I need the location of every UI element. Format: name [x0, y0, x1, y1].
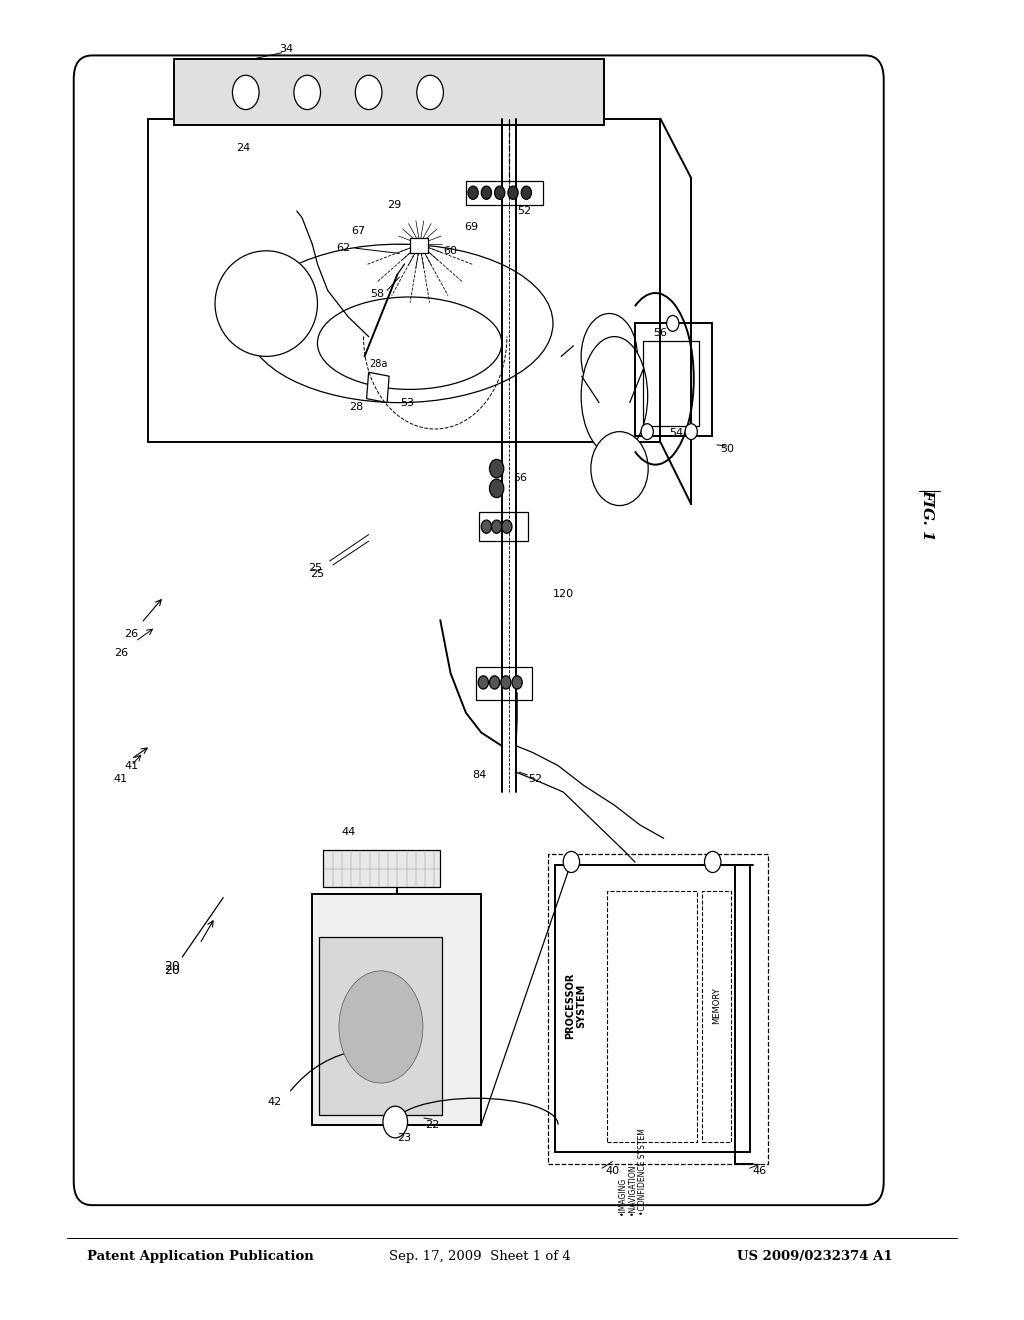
Text: 26: 26 [114, 648, 128, 659]
Circle shape [489, 459, 504, 478]
Circle shape [705, 851, 721, 873]
Ellipse shape [339, 970, 423, 1082]
Circle shape [492, 520, 502, 533]
Text: Patent Application Publication: Patent Application Publication [87, 1250, 313, 1263]
Circle shape [685, 424, 697, 440]
Ellipse shape [581, 314, 637, 400]
Text: 41: 41 [114, 774, 128, 784]
Circle shape [355, 75, 382, 110]
Bar [479, 512, 528, 541]
Text: 40: 40 [605, 1166, 620, 1176]
Circle shape [468, 186, 478, 199]
Circle shape [481, 520, 492, 533]
Circle shape [495, 186, 505, 199]
Text: 52: 52 [517, 206, 531, 216]
Bar [323, 850, 440, 887]
Bar [643, 341, 699, 426]
Text: 50: 50 [720, 444, 734, 454]
Circle shape [501, 676, 511, 689]
Circle shape [489, 676, 500, 689]
Text: 25: 25 [310, 569, 325, 579]
Text: PROCESSOR
SYSTEM: PROCESSOR SYSTEM [564, 973, 587, 1039]
Text: 46: 46 [753, 1166, 767, 1176]
Bar [635, 323, 712, 436]
Text: 58: 58 [370, 289, 384, 300]
Text: 56: 56 [653, 327, 668, 338]
Ellipse shape [317, 297, 502, 389]
Ellipse shape [246, 244, 553, 403]
Text: 84: 84 [472, 770, 486, 780]
Text: US 2009/0232374 A1: US 2009/0232374 A1 [737, 1250, 893, 1263]
Text: 67: 67 [351, 226, 366, 236]
Text: 120: 120 [553, 589, 574, 599]
Text: 26: 26 [124, 628, 138, 639]
Text: 29: 29 [387, 199, 401, 210]
Circle shape [502, 520, 512, 533]
Text: 20: 20 [164, 964, 180, 977]
Text: 20: 20 [164, 960, 180, 973]
Bar [319, 937, 442, 1115]
Circle shape [512, 676, 522, 689]
Text: 22: 22 [425, 1119, 439, 1130]
Text: 42: 42 [267, 1097, 282, 1107]
Text: 56: 56 [513, 473, 527, 483]
Circle shape [481, 186, 492, 199]
Circle shape [294, 75, 321, 110]
Circle shape [591, 432, 648, 506]
Bar [607, 891, 697, 1142]
Ellipse shape [582, 337, 647, 455]
Bar [312, 894, 481, 1125]
Text: Sep. 17, 2009  Sheet 1 of 4: Sep. 17, 2009 Sheet 1 of 4 [389, 1250, 570, 1263]
Text: 53: 53 [400, 397, 415, 408]
Bar [548, 854, 768, 1164]
Text: 28a: 28a [370, 359, 388, 370]
Circle shape [667, 315, 679, 331]
Bar [466, 181, 543, 205]
Text: MEMORY: MEMORY [713, 987, 721, 1024]
Circle shape [641, 424, 653, 440]
Text: 60: 60 [443, 246, 458, 256]
Text: 54: 54 [669, 428, 683, 438]
Bar [476, 667, 532, 700]
Polygon shape [367, 372, 389, 403]
Bar [174, 59, 604, 125]
Bar [702, 891, 731, 1142]
Circle shape [508, 186, 518, 199]
Text: FIG. 1: FIG. 1 [921, 488, 935, 541]
Text: 23: 23 [397, 1133, 412, 1143]
Text: 62: 62 [336, 243, 350, 253]
Text: 52: 52 [528, 774, 543, 784]
Text: 41: 41 [124, 760, 138, 771]
Circle shape [417, 75, 443, 110]
Text: 34: 34 [280, 44, 294, 54]
Bar [410, 238, 428, 253]
Bar [555, 865, 750, 1152]
Circle shape [563, 851, 580, 873]
Text: 69: 69 [464, 222, 478, 232]
Text: 24: 24 [237, 143, 251, 153]
Circle shape [489, 479, 504, 498]
Ellipse shape [215, 251, 317, 356]
Text: 28: 28 [349, 401, 364, 412]
Text: •IMAGING
•NAVIGATION
•CONFIDENCE SYSTEM: •IMAGING •NAVIGATION •CONFIDENCE SYSTEM [617, 1129, 647, 1216]
Text: 44: 44 [341, 826, 355, 837]
Polygon shape [148, 119, 660, 442]
Text: 25: 25 [308, 562, 323, 573]
Circle shape [521, 186, 531, 199]
Circle shape [383, 1106, 408, 1138]
Circle shape [478, 676, 488, 689]
Circle shape [232, 75, 259, 110]
